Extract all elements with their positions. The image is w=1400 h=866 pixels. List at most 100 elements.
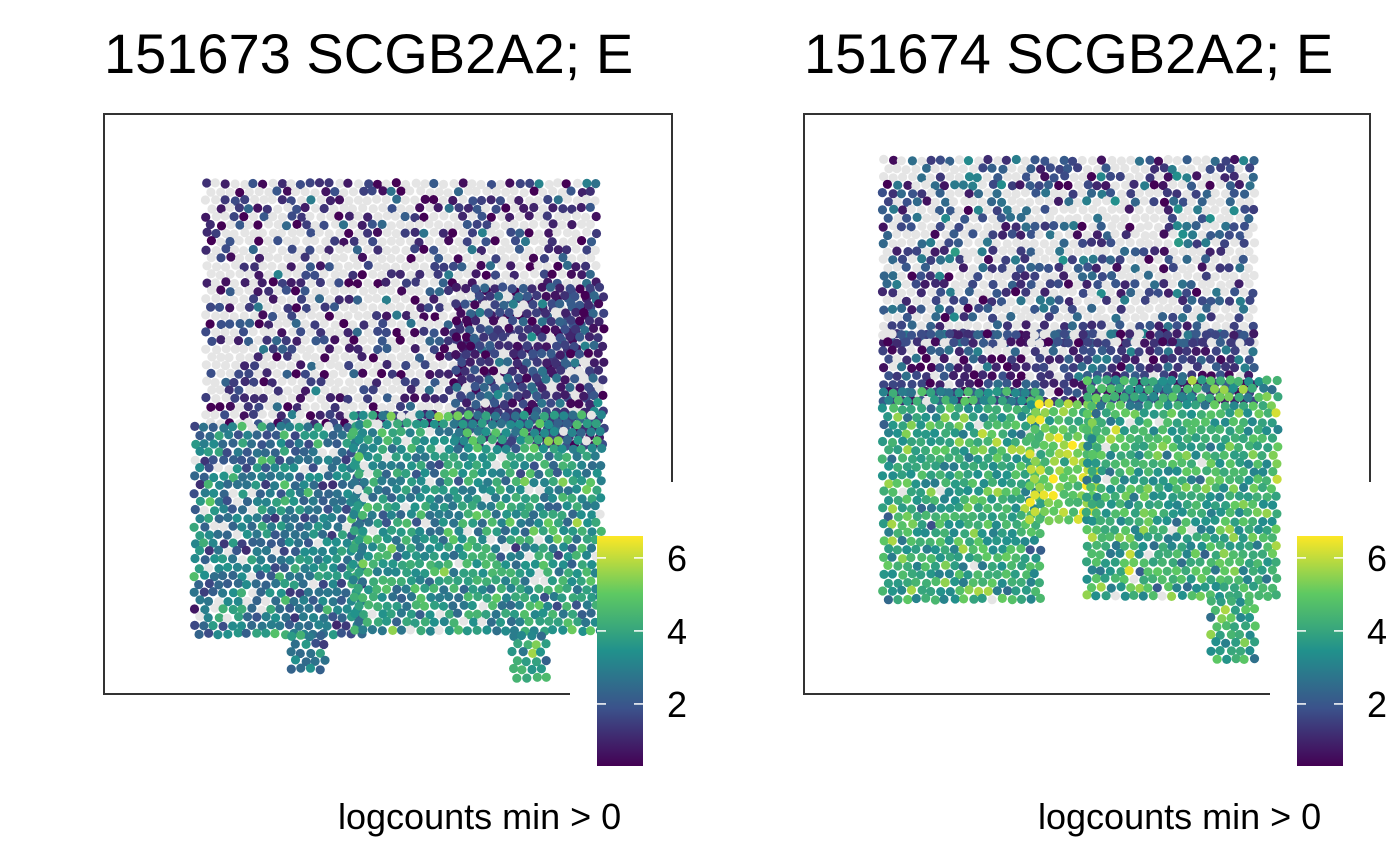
- spot: [591, 517, 601, 528]
- spot: [1040, 408, 1050, 418]
- spot: [1177, 491, 1187, 501]
- spot: [1002, 346, 1012, 356]
- spot: [499, 349, 509, 359]
- spot: [335, 228, 345, 238]
- spot: [214, 613, 224, 623]
- spot: [416, 318, 426, 328]
- spot: [476, 435, 486, 445]
- spot: [1266, 401, 1276, 411]
- spot: [1238, 499, 1248, 510]
- spot: [229, 312, 239, 322]
- spot: [968, 544, 978, 555]
- spot: [926, 188, 936, 198]
- spot: [453, 270, 463, 280]
- spot: [290, 513, 300, 524]
- spot: [348, 353, 358, 363]
- spot: [1025, 562, 1035, 572]
- spot: [1234, 475, 1244, 485]
- spot: [960, 529, 970, 539]
- spot: [539, 411, 549, 421]
- spot: [1010, 347, 1020, 357]
- spot: [1168, 179, 1178, 190]
- spot: [336, 578, 347, 589]
- spot: [1224, 392, 1234, 402]
- spot: [927, 287, 937, 297]
- spot: [513, 373, 524, 383]
- spot: [1221, 221, 1231, 231]
- spot: [277, 311, 287, 321]
- spot: [586, 410, 597, 420]
- spot: [1240, 346, 1250, 356]
- spot: [199, 505, 209, 516]
- spot-cloud: [189, 178, 609, 683]
- spot: [316, 195, 326, 205]
- spot: [479, 332, 489, 342]
- spot: [319, 269, 329, 279]
- spot: [458, 227, 468, 238]
- spot: [1041, 188, 1051, 198]
- spot: [381, 327, 391, 338]
- spot: [407, 443, 417, 453]
- spot: [1072, 464, 1083, 474]
- spot: [1230, 517, 1240, 527]
- spot: [1026, 464, 1036, 474]
- spot: [410, 195, 420, 205]
- spot: [879, 305, 889, 315]
- spot: [912, 197, 922, 207]
- spot: [1134, 205, 1144, 215]
- spot: [577, 494, 587, 504]
- spot: [1107, 363, 1117, 373]
- spot: [369, 477, 379, 487]
- colorbar-tick-label: 2: [667, 684, 687, 725]
- spot: [576, 202, 586, 213]
- spot: [294, 422, 304, 432]
- spot: [306, 327, 316, 337]
- spot: [276, 411, 286, 421]
- spot: [259, 195, 269, 205]
- spot: [200, 522, 210, 532]
- spot: [266, 571, 276, 581]
- spot: [596, 461, 606, 471]
- spot: [571, 307, 581, 317]
- spot: [324, 311, 334, 321]
- spot: [1026, 577, 1036, 587]
- spot: [1039, 329, 1049, 340]
- spot: [1262, 392, 1272, 402]
- spot: [466, 291, 476, 301]
- spot: [1116, 451, 1126, 461]
- spot: [281, 221, 292, 231]
- spot: [530, 543, 540, 553]
- spot: [443, 369, 454, 379]
- spot: [246, 456, 256, 466]
- spot: [329, 563, 339, 573]
- spot: [557, 444, 567, 454]
- spot: [1082, 425, 1092, 435]
- spot: [930, 247, 940, 257]
- spot: [429, 328, 439, 338]
- spot: [314, 571, 324, 581]
- spot: [963, 363, 973, 373]
- spot: [273, 319, 283, 329]
- spot: [1030, 424, 1040, 434]
- spot: [377, 428, 387, 438]
- spot: [944, 519, 954, 530]
- spot: [1177, 441, 1187, 452]
- spot: [249, 394, 260, 404]
- spot: [210, 178, 220, 188]
- spot: [204, 530, 214, 540]
- spot: [425, 626, 436, 636]
- spot: [396, 493, 406, 503]
- spot: [577, 188, 588, 198]
- spot: [555, 350, 565, 360]
- spot: [313, 455, 323, 465]
- spot: [887, 454, 897, 464]
- spot: [893, 595, 903, 605]
- spot: [1167, 213, 1177, 223]
- spot: [548, 609, 558, 620]
- spot: [348, 285, 358, 295]
- spot: [1021, 362, 1031, 372]
- spot: [1129, 179, 1139, 189]
- spot: [373, 485, 383, 495]
- spot: [395, 237, 405, 247]
- spot: [490, 349, 500, 359]
